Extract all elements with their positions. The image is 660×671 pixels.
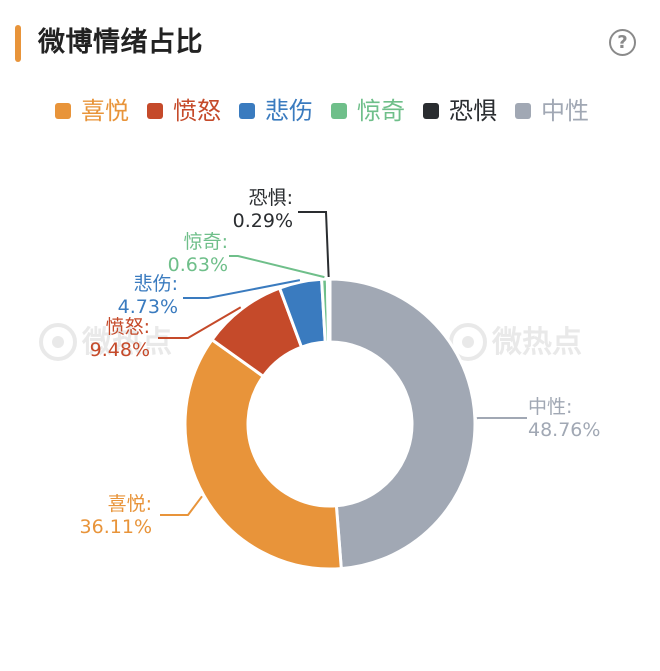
legend-swatch (331, 103, 347, 119)
legend-swatch (239, 103, 255, 119)
help-icon[interactable]: ? (609, 29, 636, 56)
leader-line-悲伤 (183, 279, 301, 299)
page-title: 微博情绪占比 (38, 27, 203, 58)
slice-name-label: 悲伤: (134, 273, 178, 295)
legend-swatch (515, 103, 531, 119)
legend-label: 中性 (541, 97, 589, 125)
slice-name-label: 恐惧: (249, 187, 293, 209)
legend-label: 喜悦 (81, 97, 129, 125)
watermark-text: 微热点 (491, 325, 582, 360)
legend-swatch (423, 103, 439, 119)
watermark-logo-0: 微热点 (39, 323, 172, 361)
leader-line-愤怒 (158, 306, 242, 339)
slice-name-label: 喜悦: (108, 493, 152, 515)
legend-item-1[interactable]: 愤怒 (147, 96, 221, 126)
legend-label: 悲伤 (265, 97, 313, 125)
chart-legend: 喜悦 愤怒 悲伤 惊奇 恐惧 中性 (55, 96, 607, 126)
watermark-text: 微热点 (81, 325, 172, 360)
slice-percent-label: 4.73% (118, 296, 178, 318)
legend-label: 恐惧 (449, 97, 497, 125)
slice-name-label: 中性: (528, 396, 572, 418)
slice-name-label: 惊奇: (184, 231, 228, 253)
donut-slice-恐惧 (325, 277, 332, 344)
legend-swatch (147, 103, 163, 119)
legend-swatch (55, 103, 71, 119)
leader-line-恐惧 (298, 211, 330, 278)
watermark-logo-1: 微热点 (449, 323, 582, 361)
watermark-eye-pupil (462, 336, 474, 348)
watermark-eye-icon (39, 323, 77, 361)
donut-slice-喜悦 (183, 337, 343, 571)
leader-line-喜悦 (160, 495, 203, 516)
legend-item-0[interactable]: 喜悦 (55, 96, 129, 126)
legend-item-2[interactable]: 悲伤 (239, 96, 313, 126)
legend-item-3[interactable]: 惊奇 (331, 96, 405, 126)
legend-item-4[interactable]: 恐惧 (423, 96, 497, 126)
slice-percent-label: 0.29% (233, 210, 293, 232)
slice-percent-label: 9.48% (90, 339, 150, 361)
leader-line-惊奇 (229, 255, 325, 279)
legend-label: 愤怒 (173, 97, 221, 125)
slice-percent-label: 0.63% (168, 254, 228, 276)
slice-name-label: 愤怒: (106, 316, 150, 338)
donut-slice-中性 (328, 277, 477, 571)
card-header: 微博情绪占比 ? (0, 0, 660, 90)
legend-label: 惊奇 (357, 97, 405, 125)
title-accent-bar (15, 25, 21, 62)
slice-percent-label: 36.11% (80, 516, 152, 538)
watermark-eye-pupil (52, 336, 64, 348)
legend-item-5[interactable]: 中性 (515, 96, 589, 126)
slice-percent-label: 48.76% (528, 419, 600, 441)
